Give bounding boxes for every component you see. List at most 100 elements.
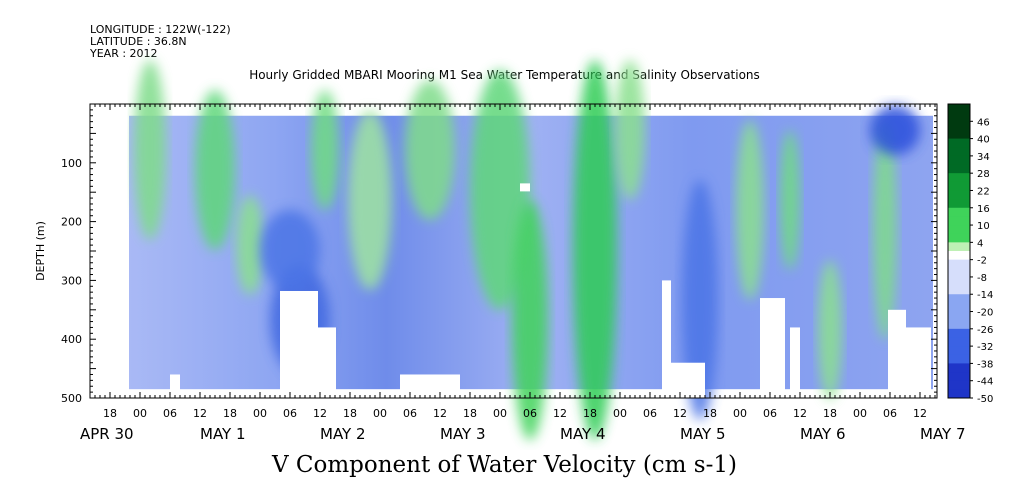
y-tick-label: 300 bbox=[61, 274, 82, 287]
colorbar-band bbox=[948, 311, 970, 321]
x-day-label: MAY 3 bbox=[440, 425, 486, 443]
colorbar-label: 22 bbox=[977, 186, 990, 197]
colorbar-band bbox=[948, 389, 970, 399]
x-day-label: APR 30 bbox=[80, 425, 134, 443]
colorbar-label: -20 bbox=[977, 308, 993, 319]
field-feature bbox=[195, 90, 235, 250]
colorbar-band bbox=[948, 320, 970, 330]
x-day-label: MAY 2 bbox=[320, 425, 366, 443]
colorbar-label: -44 bbox=[977, 377, 993, 388]
colorbar-band bbox=[948, 199, 970, 209]
colorbar-band bbox=[948, 346, 970, 356]
latitude-label: LATITUDE : 36.8N bbox=[90, 35, 187, 48]
colorbar-label: 16 bbox=[977, 204, 990, 215]
colorbar-band bbox=[948, 233, 970, 243]
field-feature bbox=[512, 200, 548, 440]
missing-data-region bbox=[790, 327, 800, 398]
colorbar-label: -2 bbox=[977, 256, 987, 267]
y-tick-label: 400 bbox=[61, 333, 82, 346]
x-tick-label: 12 bbox=[673, 407, 687, 420]
colorbar-label: 40 bbox=[977, 135, 990, 146]
field-feature bbox=[873, 120, 897, 340]
colorbar-band bbox=[948, 129, 970, 140]
x-tick-label: 18 bbox=[223, 407, 237, 420]
colorbar-label: 28 bbox=[977, 169, 990, 180]
missing-data-region bbox=[888, 309, 906, 398]
colorbar-band bbox=[948, 268, 970, 278]
x-day-label: MAY 1 bbox=[200, 425, 246, 443]
x-tick-label: 18 bbox=[583, 407, 597, 420]
colorbar-label: -32 bbox=[977, 342, 993, 353]
missing-data-region bbox=[906, 327, 931, 398]
y-axis-title: DEPTH (m) bbox=[34, 221, 47, 281]
missing-data-region bbox=[305, 362, 313, 398]
colorbar-label: -14 bbox=[977, 290, 993, 301]
colorbar: 46 40 34 28 22 16 10 4 -2 -8 -14 -20 -26 -32 -38 -44 -50 bbox=[947, 103, 993, 405]
x-tick-label: 06 bbox=[163, 407, 177, 420]
colorbar-band bbox=[948, 242, 970, 252]
x-day-label: MAY 4 bbox=[560, 425, 606, 443]
year-label: YEAR : 2012 bbox=[90, 47, 158, 60]
colorbar-band bbox=[948, 276, 970, 287]
colorbar-label: -50 bbox=[977, 394, 993, 405]
missing-data-region bbox=[400, 374, 460, 398]
x-day-label: MAY 6 bbox=[800, 425, 846, 443]
colorbar-band bbox=[948, 251, 970, 261]
colorbar-label: 4 bbox=[977, 238, 983, 249]
colorbar-band bbox=[948, 207, 970, 217]
x-tick-label: 06 bbox=[523, 407, 537, 420]
colorbar-band bbox=[948, 337, 970, 347]
x-tick-label: 00 bbox=[733, 407, 747, 420]
x-tick-label: 06 bbox=[403, 407, 417, 420]
colorbar-band bbox=[948, 173, 970, 183]
y-tick-label: 200 bbox=[61, 216, 82, 229]
missing-data-region bbox=[170, 374, 180, 398]
x-tick-label: 12 bbox=[313, 407, 327, 420]
x-tick-label: 12 bbox=[553, 407, 567, 420]
x-tick-label: 06 bbox=[883, 407, 897, 420]
colorbar-label: -26 bbox=[977, 325, 993, 336]
field-feature bbox=[311, 90, 339, 210]
x-tick-label: 18 bbox=[703, 407, 717, 420]
field-feature bbox=[615, 60, 645, 200]
x-tick-label: 00 bbox=[133, 407, 147, 420]
colorbar-band bbox=[948, 354, 970, 364]
x-tick-label: 12 bbox=[433, 407, 447, 420]
colorbar-label: 34 bbox=[977, 152, 990, 163]
colorbar-band bbox=[948, 155, 970, 166]
colorbar-band bbox=[948, 147, 970, 157]
field-feature bbox=[236, 195, 264, 295]
x-tick-label: 18 bbox=[103, 407, 117, 420]
y-tick-label: 100 bbox=[61, 157, 82, 170]
missing-data-region bbox=[670, 362, 705, 398]
field-feature bbox=[818, 260, 842, 400]
x-tick-label: 06 bbox=[763, 407, 777, 420]
x-tick-label: 00 bbox=[253, 407, 267, 420]
x-tick-label: 00 bbox=[493, 407, 507, 420]
colorbar-band bbox=[948, 372, 970, 382]
x-tick-label: 12 bbox=[793, 407, 807, 420]
x-day-label: MAY 7 bbox=[920, 425, 966, 443]
plot-area bbox=[129, 60, 933, 440]
colorbar-band bbox=[948, 294, 970, 304]
field-feature bbox=[405, 80, 455, 220]
field-feature bbox=[780, 130, 800, 270]
missing-data-region bbox=[520, 183, 530, 192]
colorbar-band bbox=[948, 138, 970, 148]
colorbar-label: -38 bbox=[977, 359, 993, 370]
x-tick-label: 06 bbox=[643, 407, 657, 420]
x-day-label: MAY 5 bbox=[680, 425, 726, 443]
longitude-label: LONGITUDE : 122W(-122) bbox=[90, 23, 231, 36]
colorbar-band bbox=[948, 328, 970, 338]
field-feature bbox=[573, 60, 617, 440]
x-tick-label: 12 bbox=[913, 407, 927, 420]
colorbar-band bbox=[948, 285, 970, 295]
colorbar-band bbox=[948, 302, 970, 313]
x-tick-label: 00 bbox=[373, 407, 387, 420]
x-tick-label: 18 bbox=[463, 407, 477, 420]
colorbar-label: 46 bbox=[977, 117, 990, 128]
colorbar-band bbox=[948, 190, 970, 200]
colorbar-label: 10 bbox=[977, 221, 990, 232]
x-tick-label: 12 bbox=[193, 407, 207, 420]
